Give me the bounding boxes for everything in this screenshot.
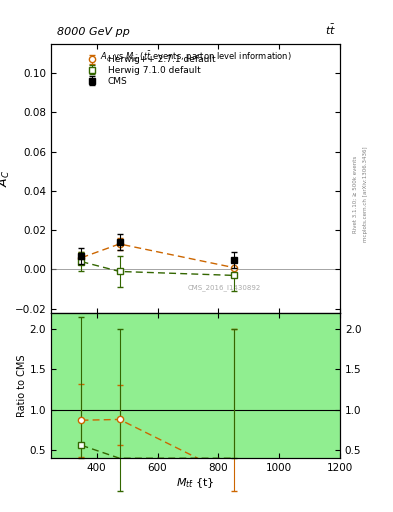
X-axis label: $M_{t\bar{t}}$ {t}: $M_{t\bar{t}}$ {t}: [176, 476, 215, 489]
Text: mcplots.cern.ch [arXiv:1306.3436]: mcplots.cern.ch [arXiv:1306.3436]: [363, 147, 368, 242]
Y-axis label: $A_C$: $A_C$: [0, 169, 12, 187]
Text: CMS_2016_I1430892: CMS_2016_I1430892: [188, 285, 261, 291]
Text: $t\bar{t}$: $t\bar{t}$: [325, 23, 336, 37]
Legend: Herwig++ 2.7.1 default, Herwig 7.1.0 default, CMS: Herwig++ 2.7.1 default, Herwig 7.1.0 def…: [79, 53, 217, 88]
Y-axis label: Ratio to CMS: Ratio to CMS: [17, 354, 27, 417]
Text: 8000 GeV pp: 8000 GeV pp: [57, 27, 130, 37]
Text: $A_C$ vs $M_{t\bar{t}}$ ($t\bar{t}$ events, parton level information): $A_C$ vs $M_{t\bar{t}}$ ($t\bar{t}$ even…: [99, 49, 292, 63]
Text: Rivet 3.1.10; ≥ 500k events: Rivet 3.1.10; ≥ 500k events: [353, 156, 358, 233]
